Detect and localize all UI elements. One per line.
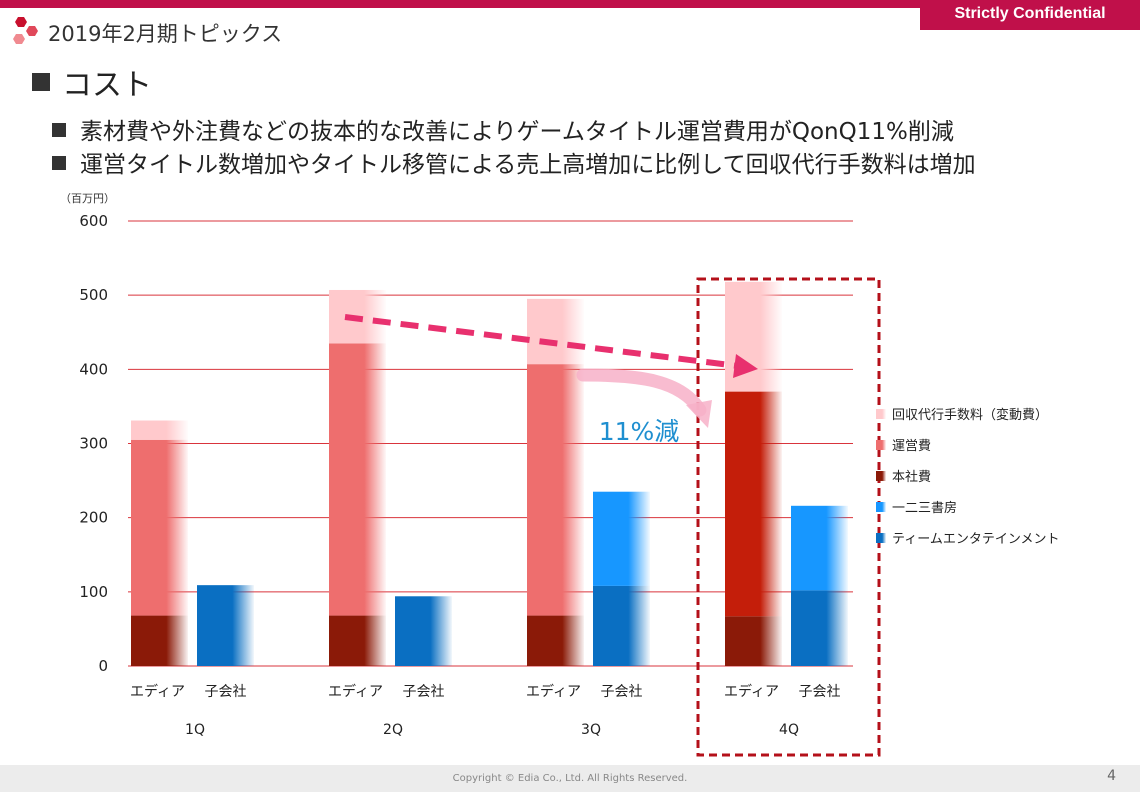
- x-quarter-label: 2Q: [383, 722, 403, 738]
- legend-swatch: [876, 502, 886, 512]
- legend-swatch: [876, 471, 886, 481]
- x-bar-label: 子会社: [205, 684, 247, 700]
- y-tick-label: 200: [79, 509, 108, 527]
- reduction-arrow: [576, 368, 707, 417]
- x-quarter-label: 4Q: [779, 722, 799, 738]
- y-tick-label: 400: [79, 360, 108, 378]
- section-title-text: コスト: [62, 68, 152, 103]
- bullet-item: 運営タイトル数増加やタイトル移管による売上高増加に比例して回収代行手数料は増加: [52, 145, 976, 179]
- reduction-annotation: 11%減: [599, 417, 680, 446]
- y-tick-label: 300: [79, 435, 108, 453]
- x-bar-label: エディア: [724, 683, 779, 700]
- copyright-text: Copyright © Edia Co., Ltd. All Rights Re…: [452, 773, 688, 784]
- x-bar-label: 子会社: [403, 684, 445, 700]
- y-tick-label: 100: [79, 583, 108, 601]
- x-bar-label: エディア: [526, 683, 581, 700]
- bullet-square-icon: [32, 73, 50, 91]
- bullet-text: 運営タイトル数増加やタイトル移管による売上高増加に比例して回収代行手数料は増加: [80, 152, 976, 178]
- bar-segment: [593, 585, 650, 666]
- x-bar-label: エディア: [130, 683, 185, 700]
- legend-label: 回収代行手数料（変動費）: [892, 407, 1048, 423]
- y-axis-unit-label: （百万円）: [60, 192, 115, 205]
- bullet-square-icon: [52, 156, 66, 170]
- bar-segment: [131, 420, 188, 440]
- y-tick-label: 0: [98, 657, 108, 675]
- bar-segment: [791, 505, 848, 591]
- legend-label: 一二三書房: [892, 500, 957, 516]
- x-bar-label: 子会社: [799, 684, 841, 700]
- cost-stacked-bar-chart: （百万円） 0 100 200 300 400 500 600 エディア 子会社 1Q エディア 子会社…: [60, 192, 1059, 757]
- bar-segment: [329, 615, 386, 666]
- highlight-box: [696, 277, 881, 757]
- bar-segment: [197, 585, 254, 666]
- topic-title: 2019年2月期トピックス: [48, 22, 283, 46]
- x-quarter-label: 1Q: [185, 722, 205, 738]
- bar-segment: [725, 391, 782, 617]
- legend-label: ティームエンタテインメント: [892, 532, 1059, 547]
- page-number: 4: [1107, 768, 1116, 784]
- reduction-arrow-head: [686, 400, 712, 428]
- x-quarter-label: 3Q: [581, 722, 601, 738]
- bar-segment: [527, 298, 584, 365]
- bar-segment: [131, 439, 188, 616]
- legend-swatch: [876, 440, 886, 450]
- y-tick-label: 500: [79, 286, 108, 304]
- bar-segment: [593, 491, 650, 586]
- bullet-item: 素材費や外注費などの抜本的な改善によりゲームタイトル運営費用がQonQ11%削減: [52, 112, 954, 146]
- hexagon-cluster-icon: [13, 17, 38, 44]
- bullet-text: 素材費や外注費などの抜本的な改善によりゲームタイトル運営費用がQonQ11%削減: [80, 119, 954, 145]
- x-bar-label: 子会社: [601, 684, 643, 700]
- legend-swatch: [876, 533, 886, 543]
- y-tick-label: 600: [79, 212, 108, 230]
- bar-segment: [395, 596, 452, 666]
- bar-segment: [131, 615, 188, 666]
- bar-segment: [527, 615, 584, 666]
- x-bar-label: エディア: [328, 683, 383, 700]
- bullet-square-icon: [52, 123, 66, 137]
- section-title: コスト: [32, 60, 152, 104]
- bar-segment: [527, 364, 584, 616]
- bar-segment: [791, 590, 848, 666]
- legend-label: 運営費: [892, 439, 931, 454]
- trend-arrow: [344, 314, 739, 369]
- footer-band: [0, 765, 1140, 792]
- trend-arrow-head: [733, 354, 758, 378]
- legend-label: 本社費: [892, 469, 931, 485]
- bar-segment: [725, 616, 782, 666]
- top-brand-bar: [0, 0, 1140, 8]
- bar-segment: [329, 343, 386, 616]
- legend-swatch: [876, 409, 886, 419]
- confidential-badge: Strictly Confidential: [920, 0, 1140, 30]
